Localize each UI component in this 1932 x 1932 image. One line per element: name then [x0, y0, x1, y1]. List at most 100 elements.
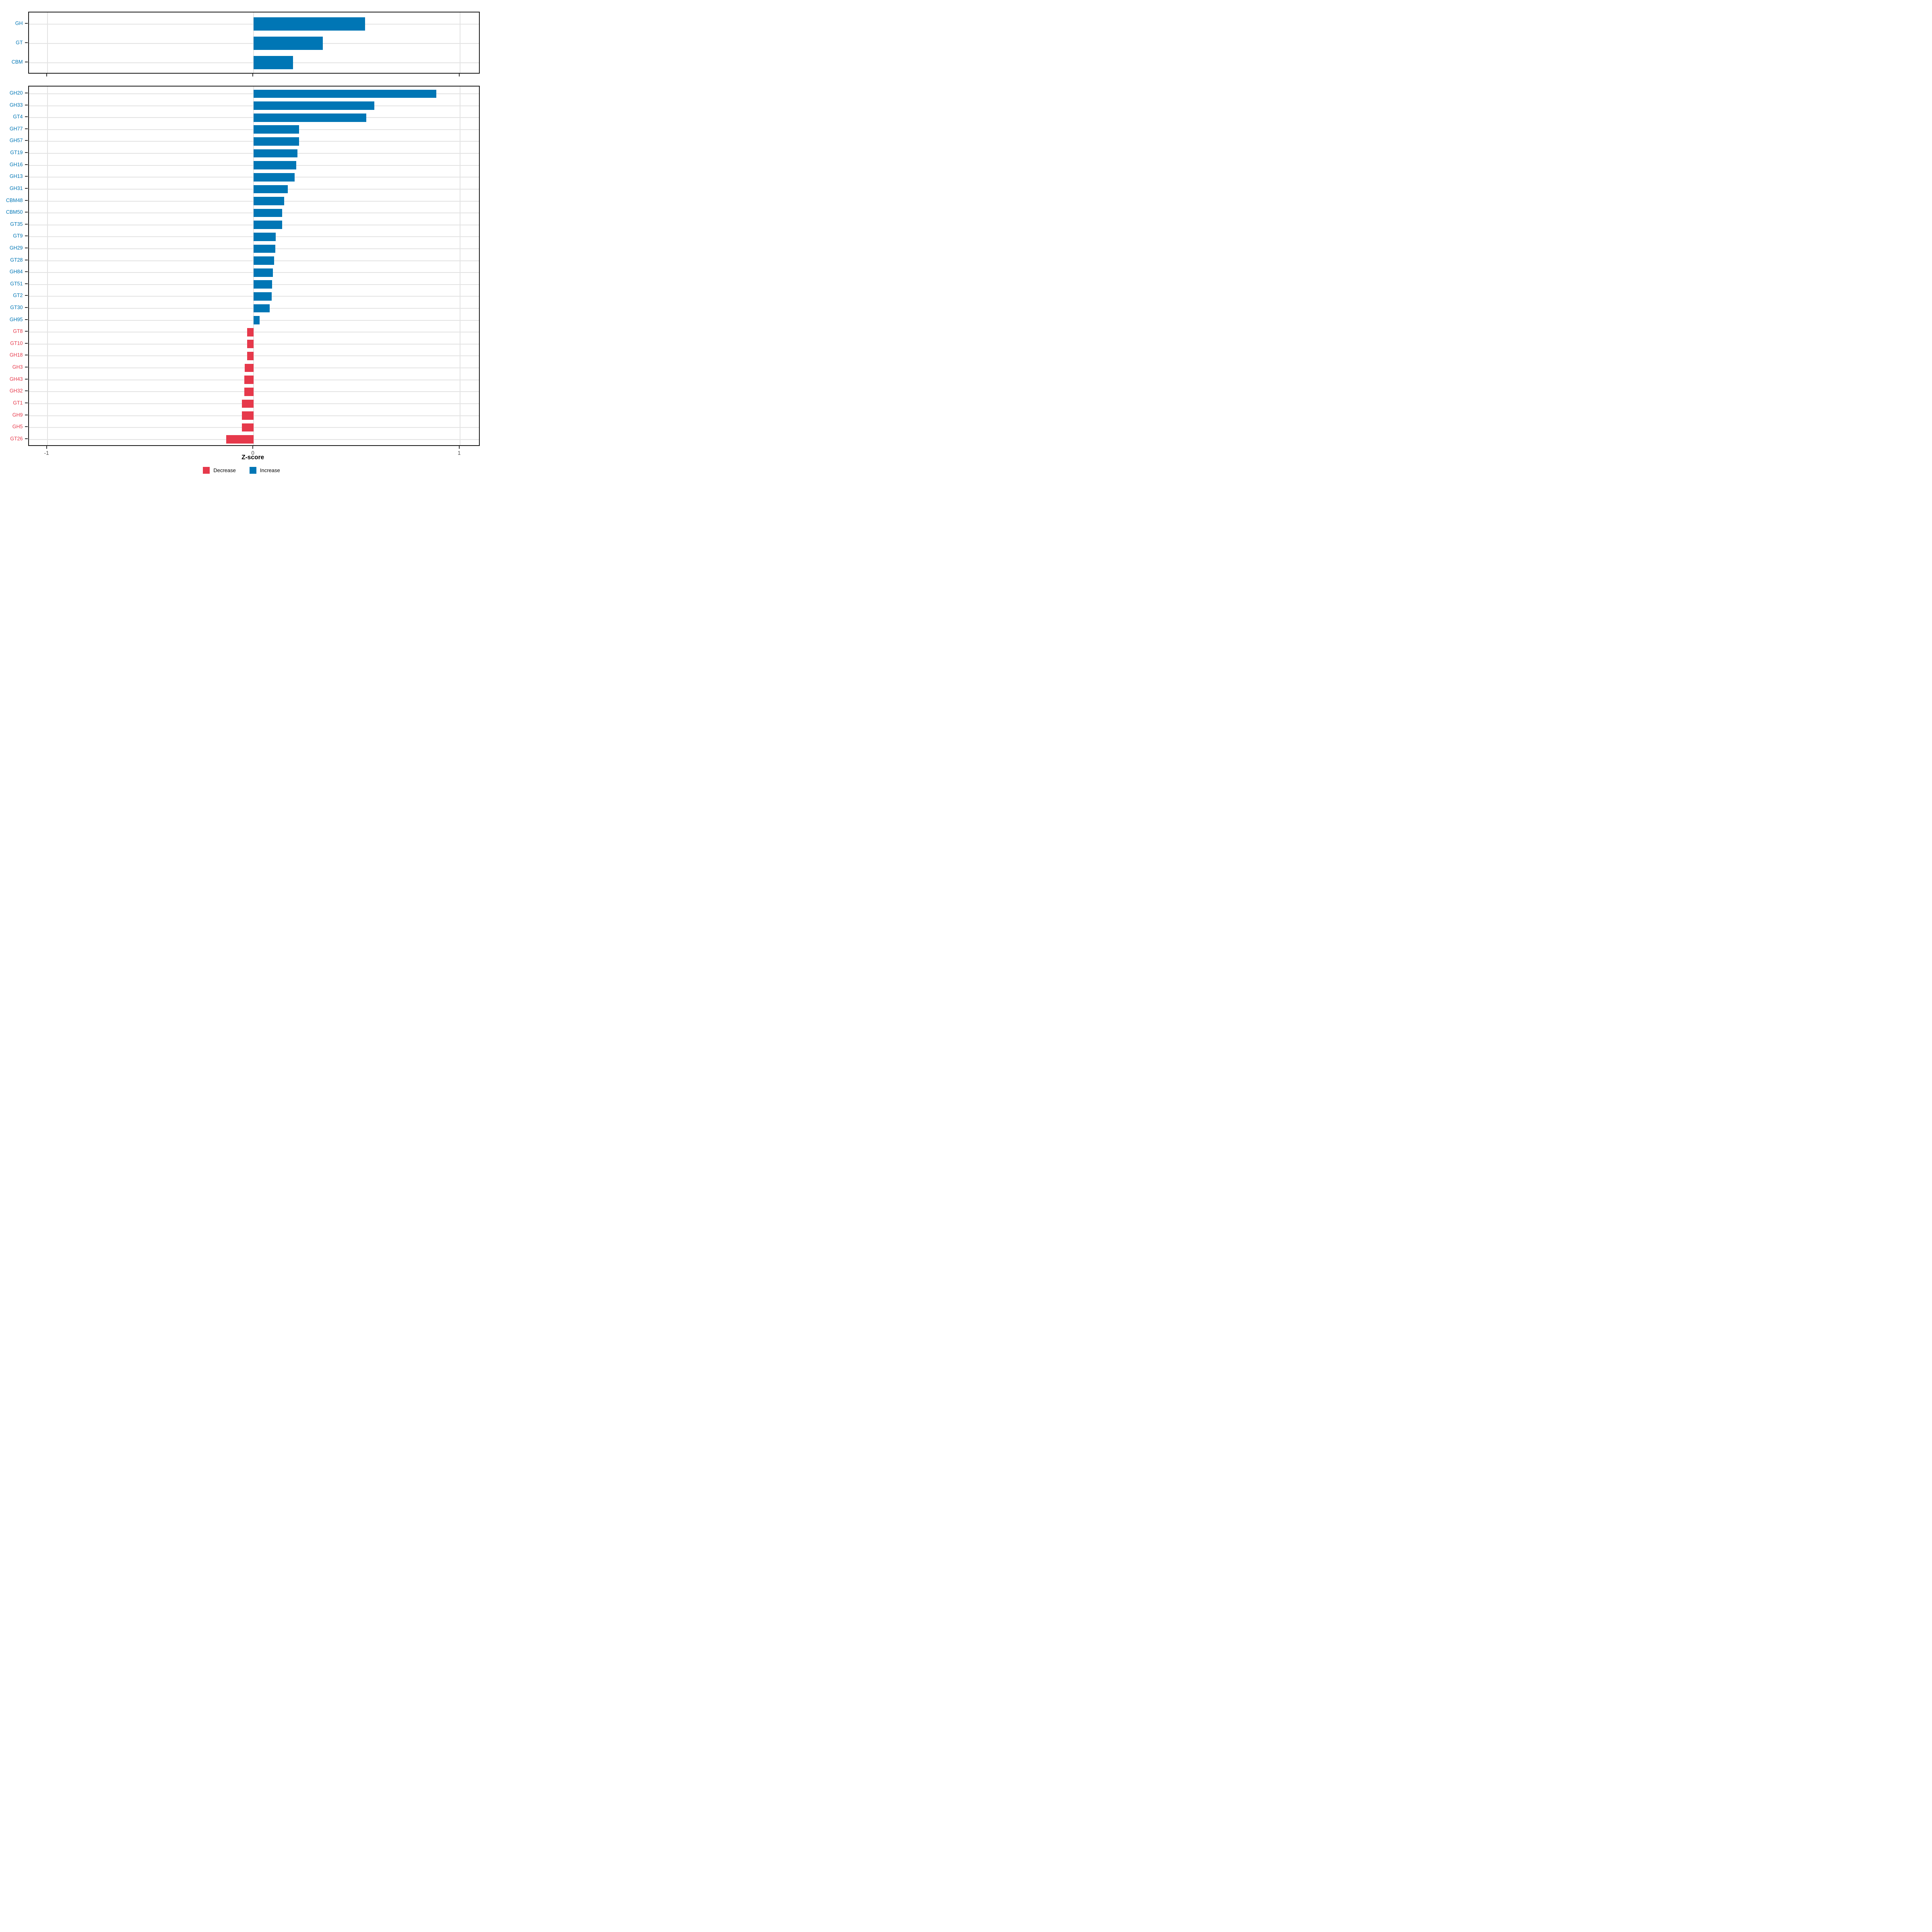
y-axis-tick [25, 235, 28, 237]
bar-GH43 [244, 376, 254, 384]
y-axis-label-CBM: CBM [11, 59, 23, 65]
y-axis-tick [25, 307, 28, 308]
y-axis-label-GH13: GH13 [9, 173, 23, 180]
bar-GH [254, 17, 365, 31]
gridline-h [29, 355, 479, 357]
y-axis-tick [25, 42, 28, 43]
y-axis-label-GT4: GT4 [13, 114, 23, 120]
y-axis-tick [25, 200, 28, 201]
y-axis-label-GH: GH [15, 20, 23, 26]
y-axis-label-GH43: GH43 [9, 376, 23, 382]
y-axis-label-GH29: GH29 [9, 245, 23, 251]
y-axis-label-GT8: GT8 [13, 328, 23, 334]
y-axis-label-GH20: GH20 [9, 90, 23, 96]
bar-GT4 [254, 113, 366, 122]
bar-GH84 [254, 268, 273, 277]
legend: Decrease Increase [0, 467, 483, 474]
summary-panel [28, 11, 480, 74]
gridline-h [29, 403, 479, 404]
y-axis-label-GT9: GT9 [13, 233, 23, 239]
bar-GH9 [242, 411, 254, 420]
families-panel [28, 86, 480, 446]
zscore-bar-chart-figure: GH GT CBM GH20 GH33 GT4 GH77 GH57 GT19 GH16 GH13 GH… [0, 0, 483, 483]
bar-GH20 [254, 89, 436, 98]
y-axis-label-GT2: GT2 [13, 293, 23, 299]
y-axis-label-GH57: GH57 [9, 138, 23, 144]
y-axis-tick [25, 390, 28, 392]
y-axis-label-GH84: GH84 [9, 269, 23, 275]
y-axis-tick [25, 402, 28, 403]
y-axis-tick [25, 128, 28, 129]
bar-GH13 [254, 173, 295, 182]
bar-GT10 [247, 340, 254, 349]
legend-item-decrease: Decrease [203, 467, 236, 474]
x-axis-title: Z-score [242, 454, 264, 461]
y-axis-tick [25, 176, 28, 177]
y-axis-label-GT28: GT28 [10, 257, 23, 263]
bar-GH3 [245, 363, 254, 372]
gridline-v--1 [47, 87, 48, 445]
y-axis-tick [25, 343, 28, 344]
x-axis-tick-1 [458, 446, 460, 449]
x-tick-label--1: -1 [44, 450, 49, 456]
decrease-swatch-icon [203, 467, 210, 474]
y-axis-tick [25, 23, 28, 24]
y-axis-label-GH31: GH31 [9, 185, 23, 191]
y-axis-label-GT: GT [16, 39, 23, 45]
gridline-h [29, 439, 479, 440]
legend-label-increase: Increase [260, 467, 280, 473]
gridline-v--1 [47, 12, 48, 73]
y-axis-tick [25, 378, 28, 380]
bar-GH31 [254, 185, 288, 194]
y-axis-label-GT19: GT19 [10, 150, 23, 156]
x-tick-label-0: 0 [251, 450, 254, 456]
y-axis-tick [25, 164, 28, 165]
gridline-h [29, 367, 479, 369]
x-axis-tick-1 [458, 73, 460, 76]
legend-item-increase: Increase [249, 467, 280, 474]
y-axis-label-GH77: GH77 [9, 126, 23, 132]
y-axis-tick [25, 116, 28, 118]
y-axis-label-GT26: GT26 [10, 436, 23, 442]
x-axis-tick--1 [46, 73, 47, 76]
y-axis-tick [25, 319, 28, 320]
x-axis-tick--1 [46, 446, 47, 449]
bar-CBM50 [254, 208, 282, 217]
y-axis-tick [25, 152, 28, 153]
bar-GT9 [254, 232, 276, 241]
bar-GH32 [244, 387, 254, 396]
x-axis-tick-0 [252, 446, 254, 449]
y-axis-label-GH3: GH3 [12, 364, 23, 370]
bar-GT1 [242, 399, 254, 408]
bar-GH5 [242, 423, 254, 432]
bar-GH18 [247, 352, 254, 360]
gridline-v-0 [253, 87, 254, 445]
gridline-h [29, 391, 479, 392]
y-axis-label-CBM50: CBM50 [6, 209, 23, 215]
y-axis-tick [25, 283, 28, 284]
bar-GH77 [254, 125, 299, 134]
bar-GT28 [254, 256, 274, 265]
y-axis-tick [25, 426, 28, 427]
y-axis-label-GT1: GT1 [13, 400, 23, 406]
gridline-h [29, 343, 479, 345]
bar-GT26 [226, 435, 254, 444]
bar-GT19 [254, 149, 298, 158]
y-axis-tick [25, 331, 28, 332]
y-axis-label-GH16: GH16 [9, 161, 23, 167]
y-axis-label-GH95: GH95 [9, 316, 23, 322]
y-axis-label-GT10: GT10 [10, 340, 23, 346]
y-axis-label-GH32: GH32 [9, 388, 23, 394]
y-axis-tick [25, 438, 28, 439]
bar-GT30 [254, 304, 270, 313]
bar-GH29 [254, 244, 275, 253]
y-axis-label-GT30: GT30 [10, 305, 23, 310]
y-axis-tick [25, 271, 28, 272]
y-axis-label-GH33: GH33 [9, 102, 23, 108]
bar-GH33 [254, 101, 375, 110]
x-axis-tick-0 [252, 73, 254, 76]
bar-GT51 [254, 280, 272, 289]
bar-GH16 [254, 161, 296, 170]
y-axis-label-GT51: GT51 [10, 281, 23, 287]
bar-GT2 [254, 292, 272, 301]
